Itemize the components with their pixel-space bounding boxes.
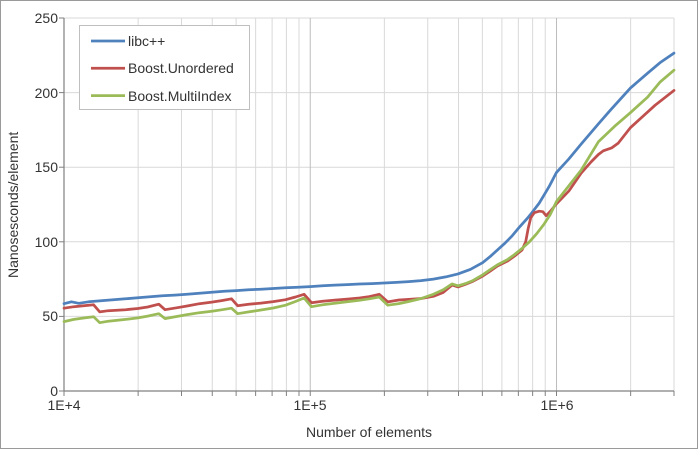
y-tick-label: 50 [42,308,58,324]
y-tick-label: 0 [50,383,58,399]
series-line-libc++ [62,51,676,306]
y-tick-label: 200 [34,85,58,101]
x-tick-label: 1E+4 [47,397,81,413]
x-tick-label: 1E+6 [540,397,574,413]
x-tick-label: 1E+5 [293,397,327,413]
y-axis-title: Nanosesconds/element [5,131,21,278]
series-line-Boost.Unordered [62,89,676,314]
legend-label-libcpp: libc++ [128,33,166,49]
series-line-Boost.MultiIndex [62,68,676,325]
x-axis-title: Number of elements [305,424,433,440]
legend-label-boost-multiindex: Boost.MultiIndex [128,88,232,104]
y-tick-label: 250 [34,10,58,26]
y-tick-label: 150 [34,159,58,175]
y-tick-label: 100 [34,234,58,250]
legend-label-boost-unordered: Boost.Unordered [128,60,234,76]
